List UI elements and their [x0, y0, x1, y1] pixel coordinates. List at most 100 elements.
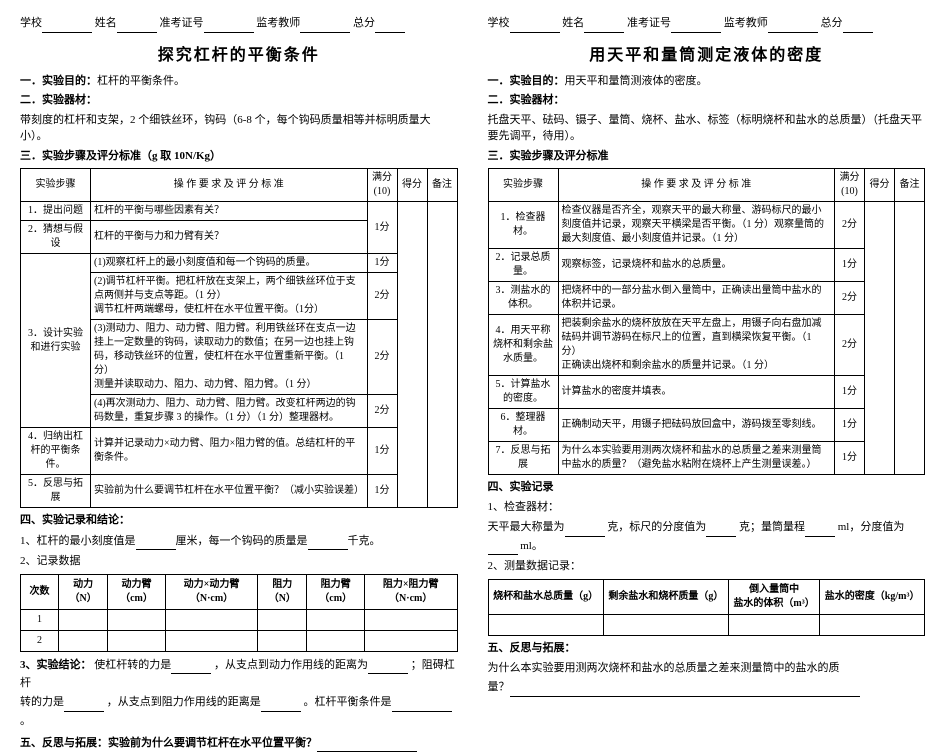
hf-id: 准考证号 [160, 17, 204, 29]
left-s1: 一．实验目的：杠杆的平衡条件。 [20, 73, 458, 90]
right-s5-text: 为什么本实验要用测两次烧杯和盐水的总质量之差来测量筒中的盐水的质 量？ [488, 659, 926, 696]
hf-teacher-r: 监考教师 [724, 17, 768, 29]
l-step1: 1．提出问题 [21, 202, 91, 221]
r-score7: 1分 [835, 442, 865, 475]
header-line: 学校 姓名 准考证号 监考教师 总分 [20, 15, 458, 33]
right-s1: 一．实验目的：用天平和量筒测液体的密度。 [488, 73, 926, 90]
l-step5: 5．反思与拓展 [21, 475, 91, 508]
left-s2-text: 带刻度的杠杆和支架，2 个细铁丝环，钩码（6-8 个，每个钩码质量相等并标明质量… [20, 112, 458, 145]
left-record-table: 次数 动力 （N） 动力臂 （cm） 动力×动力臂 （N·cm） 阻力 （N） … [20, 574, 458, 652]
right-r3: 2、测量数据记录： [488, 558, 926, 575]
left-page: 学校 姓名 准考证号 监考教师 总分 探究杠杆的平衡条件 一．实验目的：杠杆的平… [20, 15, 458, 653]
r-score4: 2分 [835, 315, 865, 376]
l-score3c: 2分 [367, 320, 397, 395]
l-note-col [427, 202, 457, 508]
l-req5: 实验前为什么要调节杠杆在水平位置平衡？（减小实验误差） [91, 475, 368, 508]
rh1: 动力 （N） [59, 574, 108, 609]
hf-name: 姓名 [95, 17, 117, 29]
hf-total-r: 总分 [821, 17, 843, 29]
l-req3d: (4)再次测动力、阻力、动力臂、阻力臂。改变杠杆两边的钩码数量，重复步骤 3 的… [91, 395, 368, 428]
hf-name-r: 姓名 [562, 17, 584, 29]
l-score1: 1分 [367, 202, 397, 254]
rth-full: 满分(10) [835, 169, 865, 202]
r-score5: 1分 [835, 376, 865, 409]
right-page: 学校 姓名 准考证号 监考教师 总分 用天平和量筒测定液体的密度 一．实验目的：… [488, 15, 926, 653]
th-step: 实验步骤 [21, 169, 91, 202]
right-r2: 天平最大称量为 克，标尺的分度值为 克；量筒量程 ml，分度值为 ml。 [488, 518, 926, 555]
r-req1: 检查仪器是否齐全，观察天平的最大称量、游码标尺的最小刻度值并记录，观察天平横梁是… [558, 202, 835, 249]
left-s5: 五、反思与拓展：实验前为什么要调节杠杆在水平位置平衡？ [20, 734, 458, 752]
r-step6: 6．整理器材。 [488, 409, 558, 442]
l-score5: 1分 [367, 475, 397, 508]
r-step7: 7．反思与拓展 [488, 442, 558, 475]
right-s3: 三．实验步骤及评分标准 [488, 148, 926, 165]
l-req3b: (2)调节杠杆平衡。把杠杆放在支架上，两个细铁丝环位于支点两侧并与支点等距。（1… [91, 273, 368, 320]
l-req3c: (3)测动力、阻力、动力臂、阻力臂。利用铁丝环在支点一边挂上一定数量的钩码，读取… [91, 320, 368, 395]
l-score4: 1分 [367, 428, 397, 475]
l-score3b: 2分 [367, 273, 397, 320]
rth-get: 得分 [865, 169, 895, 202]
r-req5: 计算盐水的密度并填表。 [558, 376, 835, 409]
rh5: 阻力臂 （cm） [307, 574, 365, 609]
r-step5: 5．计算盐水的密度。 [488, 376, 558, 409]
r-step2: 2．记录总质量。 [488, 249, 558, 282]
right-s4: 四、实验记录 [488, 479, 926, 496]
th-note: 备注 [427, 169, 457, 202]
r-step1: 1．检查器材。 [488, 202, 558, 249]
l-req3a: (1)观察杠杆上的最小刻度值和每一个钩码的质量。 [91, 254, 368, 273]
l-score3d: 2分 [367, 395, 397, 428]
rh0: 次数 [21, 574, 59, 609]
rh4: 阻力 （N） [258, 574, 307, 609]
header-line-r: 学校 姓名 准考证号 监考教师 总分 [488, 15, 926, 33]
rth-step: 实验步骤 [488, 169, 558, 202]
l-step3: 3．设计实验和进行实验 [21, 254, 91, 428]
r-req2: 观察标签，记录烧杯和盐水的总质量。 [558, 249, 835, 282]
left-r1: 1、杠杆的最小刻度值是厘米，每一个钩码的质量是千克。 [20, 532, 458, 551]
r-req6: 正确制动天平，用镊子把砝码放回盒中，游码拨至零刻线。 [558, 409, 835, 442]
th-full: 满分(10) [367, 169, 397, 202]
l-step4: 4．归纳出杠杆的平衡条件。 [21, 428, 91, 475]
r-score3: 2分 [835, 282, 865, 315]
left-s3: 三．实验步骤及评分标准（g 取 10N/Kg） [20, 148, 458, 165]
r-req3: 把烧杯中的一部分盐水倒入量筒中，正确读出量筒中盐水的体积并记录。 [558, 282, 835, 315]
rh2: 动力臂 （cm） [108, 574, 166, 609]
left-main-table: 实验步骤 操 作 要 求 及 评 分 标 准 满分(10) 得分 备注 1．提出… [20, 168, 458, 508]
right-r1: 1、检查器材： [488, 499, 926, 516]
l-score3a: 1分 [367, 254, 397, 273]
l-req4: 计算并记录动力×动力臂、阻力×阻力臂的值。总结杠杆的平衡条件。 [91, 428, 368, 475]
hf-school-r: 学校 [488, 17, 510, 29]
right-s2-text: 托盘天平、砝码、镊子、量筒、烧杯、盐水、标签（标明烧杯和盐水的总质量）（托盘天平… [488, 112, 926, 145]
left-title: 探究杠杆的平衡条件 [20, 41, 458, 65]
hf-id-r: 准考证号 [627, 17, 671, 29]
hf-teacher: 监考教师 [256, 17, 300, 29]
rrh2: 倒入量筒中 盐水的体积（m³） [728, 579, 819, 614]
rh6: 阻力×阻力臂 （N·cm） [364, 574, 457, 609]
left-r2: 2、记录数据 [20, 553, 458, 570]
l-step2: 2．猜想与假设 [21, 221, 91, 254]
left-conclusion: 3、实验结论： 使杠杆转的力是 ，从支点到动力作用线的距离为 ；阻碍杠杆 转的力… [20, 656, 458, 731]
right-main-table: 实验步骤 操 作 要 求 及 评 分 标 准 满分(10) 得分 备注 1．检查… [488, 168, 926, 475]
rrh0: 烧杯和盐水总质量（g） [488, 579, 603, 614]
rh3: 动力×动力臂 （N·cm） [165, 574, 258, 609]
r-score2: 1分 [835, 249, 865, 282]
r-step3: 3．测盐水的体积。 [488, 282, 558, 315]
right-title: 用天平和量筒测定液体的密度 [488, 41, 926, 65]
left-s2: 二．实验器材： [20, 92, 458, 109]
r-score6: 1分 [835, 409, 865, 442]
hf-school: 学校 [20, 17, 42, 29]
l-get-col [397, 202, 427, 508]
r-score1: 2分 [835, 202, 865, 249]
th-req: 操 作 要 求 及 评 分 标 准 [91, 169, 368, 202]
right-record-table: 烧杯和盐水总质量（g） 剩余盐水和烧杯质量（g） 倒入量筒中 盐水的体积（m³）… [488, 579, 926, 636]
r-step4: 4．用天平称烧杯和剩余盐水质量。 [488, 315, 558, 376]
hf-total: 总分 [353, 17, 375, 29]
r-note-col [895, 202, 925, 475]
r-get-col [865, 202, 895, 475]
right-s2: 二．实验器材： [488, 92, 926, 109]
r-req4: 把装剩余盐水的烧杯放放在天平左盘上，用镊子向右盘加减砝码并调节游码在标尺上的位置… [558, 315, 835, 376]
r-req7: 为什么本实验要用测两次烧杯和盐水的总质量之差来测量筒中盐水的质量？（避免盐水粘附… [558, 442, 835, 475]
th-get: 得分 [397, 169, 427, 202]
right-s5-label: 五、反思与拓展： [488, 640, 926, 657]
rrh1: 剩余盐水和烧杯质量（g） [603, 579, 728, 614]
rrh3: 盐水的密度（kg/m³） [820, 579, 925, 614]
